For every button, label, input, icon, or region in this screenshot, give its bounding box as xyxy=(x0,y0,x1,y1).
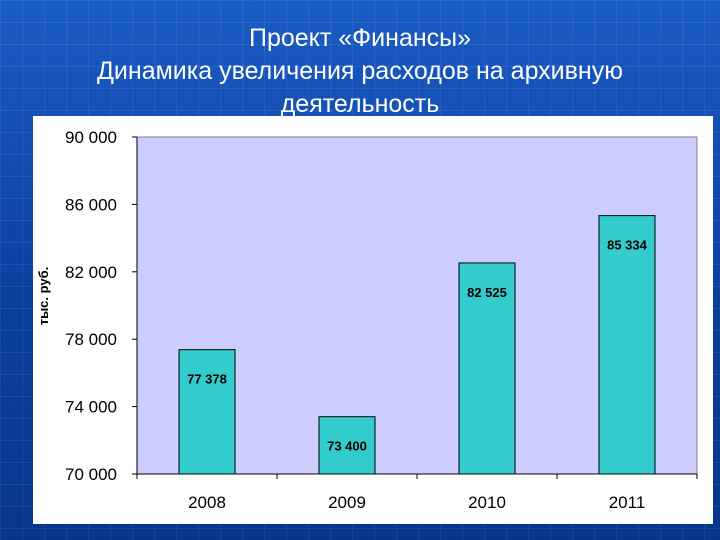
title-line-1: Проект «Финансы» xyxy=(248,24,472,52)
y-tick-label: 86 000 xyxy=(65,195,117,214)
y-tick-label: 74 000 xyxy=(65,398,117,417)
y-tick-label: 70 000 xyxy=(65,465,117,484)
y-tick-label: 82 000 xyxy=(65,263,117,282)
title-line-3: деятельность xyxy=(280,90,440,118)
y-tick-label: 78 000 xyxy=(65,330,117,349)
bars: 77 378 73 400 82 525 85 334 xyxy=(178,215,656,475)
bar-2011 xyxy=(598,215,656,475)
bar-chart: 70 000 74 000 78 000 82 000 86 000 90 000 77 … xyxy=(36,128,698,512)
x-tick-label: 2011 xyxy=(609,493,646,512)
y-axis-ticks: 70 000 74 000 78 000 82 000 86 000 90 000 xyxy=(65,128,138,484)
data-label: 77 378 xyxy=(187,372,227,387)
x-tick-label: 2009 xyxy=(328,493,366,512)
data-label: 85 334 xyxy=(607,238,648,253)
x-tick-label: 2008 xyxy=(188,493,226,512)
x-tick-label: 2010 xyxy=(468,493,506,512)
y-axis-label: тыс. руб. xyxy=(36,267,51,326)
bar-2008 xyxy=(178,349,236,475)
x-axis-ticks: 2008 2009 2010 2011 xyxy=(136,473,698,512)
y-tick-label: 90 000 xyxy=(65,128,117,147)
slide-title: Проект «Финансы» Динамика увеличения рас… xyxy=(0,22,720,121)
data-label: 73 400 xyxy=(327,439,367,454)
title-line-2: Динамика увеличения расходов на архивную xyxy=(97,57,623,85)
chart-panel: 70 000 74 000 78 000 82 000 86 000 90 000 77 … xyxy=(33,116,713,524)
data-label: 82 525 xyxy=(467,285,507,300)
